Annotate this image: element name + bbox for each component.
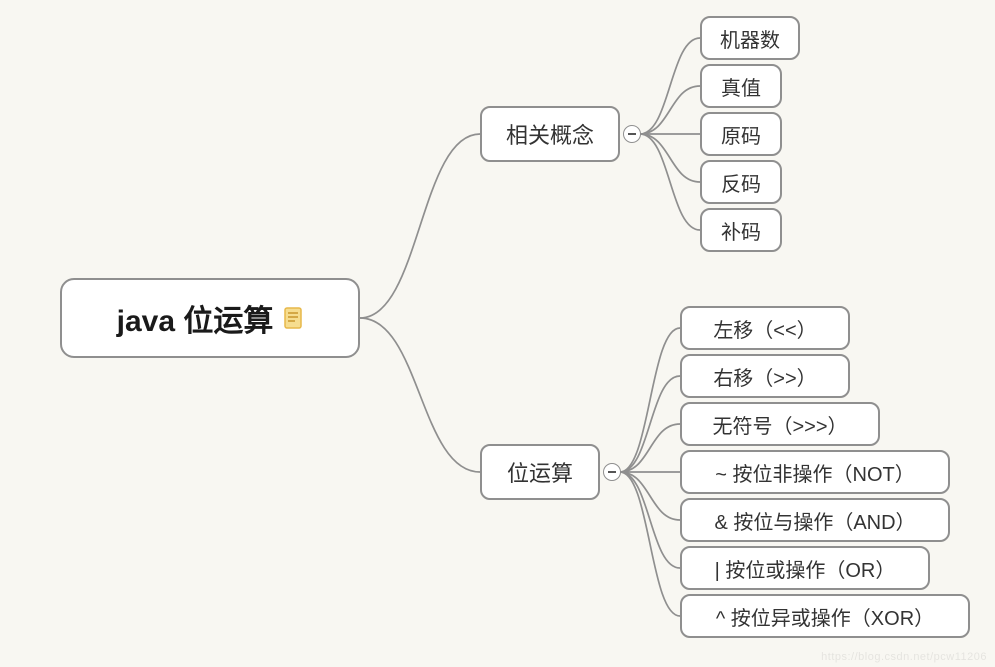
leaf-label: 左移（<<） (713, 314, 816, 343)
leaf-label: ~ 按位非操作（NOT） (715, 458, 914, 487)
branch-concepts[interactable]: 相关概念 (480, 106, 620, 162)
branch-bitops-label: 位运算 (507, 456, 573, 488)
watermark: https://blog.csdn.net/pcw11206 (821, 651, 987, 663)
mindmap-canvas: java 位运算 相关概念 机器数 真值 原码 反码 补码 位运算 左移（<<） (0, 0, 995, 667)
leaf-true-value[interactable]: 真值 (700, 64, 782, 108)
leaf-label: 补码 (721, 216, 761, 245)
branch-concepts-label: 相关概念 (506, 118, 594, 150)
branch-bitops[interactable]: 位运算 (480, 444, 600, 500)
collapse-toggle-bitops[interactable] (603, 463, 621, 481)
leaf-and[interactable]: & 按位与操作（AND） (680, 498, 950, 542)
leaf-label: 原码 (721, 120, 761, 149)
leaf-machine-number[interactable]: 机器数 (700, 16, 800, 60)
leaf-label: & 按位与操作（AND） (714, 506, 915, 535)
leaf-complement-code[interactable]: 补码 (700, 208, 782, 252)
leaf-shift-left[interactable]: 左移（<<） (680, 306, 850, 350)
leaf-original-code[interactable]: 原码 (700, 112, 782, 156)
leaf-or[interactable]: | 按位或操作（OR） (680, 546, 930, 590)
leaf-not[interactable]: ~ 按位非操作（NOT） (680, 450, 950, 494)
leaf-label: 无符号（>>>） (712, 410, 847, 439)
leaf-label: 右移（>>） (713, 362, 816, 391)
root-label: java 位运算 (117, 296, 274, 340)
leaf-label: 机器数 (720, 24, 780, 53)
collapse-toggle-concepts[interactable] (623, 125, 641, 143)
leaf-label: ^ 按位异或操作（XOR） (716, 602, 934, 631)
leaf-shift-right[interactable]: 右移（>>） (680, 354, 850, 398)
leaf-label: 真值 (721, 72, 761, 101)
root-node[interactable]: java 位运算 (60, 278, 360, 358)
leaf-label: | 按位或操作（OR） (715, 554, 896, 583)
leaf-unsigned-shift[interactable]: 无符号（>>>） (680, 402, 880, 446)
leaf-label: 反码 (721, 168, 761, 197)
leaf-xor[interactable]: ^ 按位异或操作（XOR） (680, 594, 970, 638)
note-icon[interactable] (283, 307, 303, 329)
leaf-inverse-code[interactable]: 反码 (700, 160, 782, 204)
